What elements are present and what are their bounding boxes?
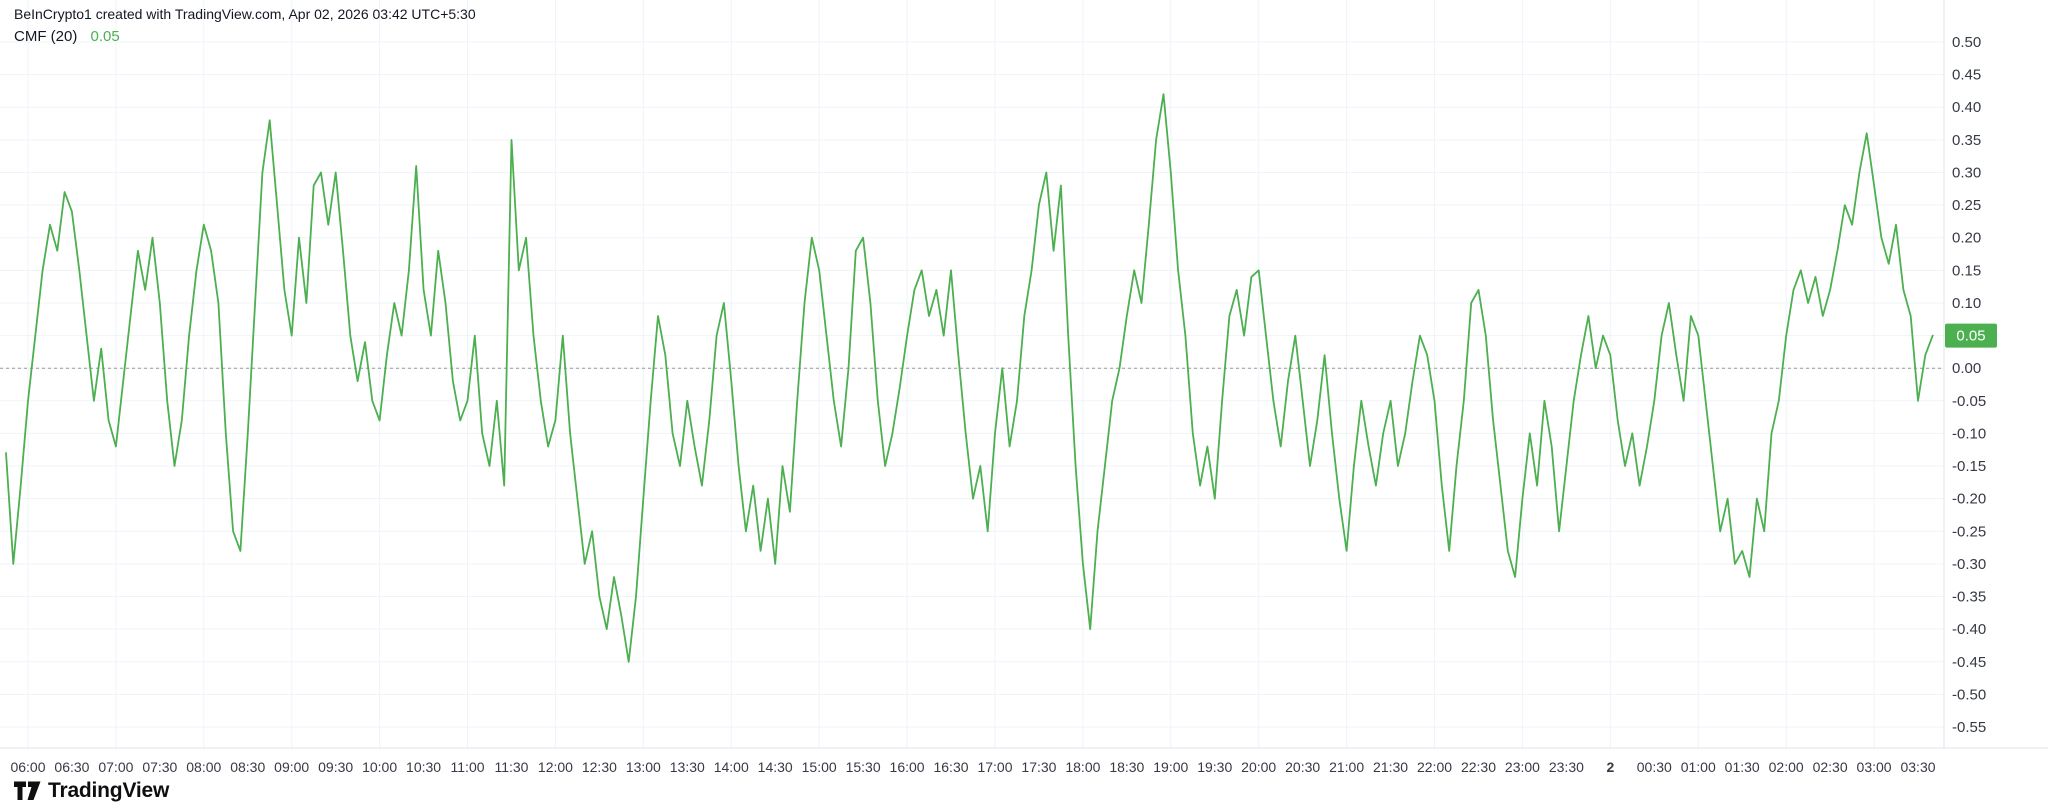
svg-text:18:00: 18:00 [1065, 759, 1100, 775]
svg-text:11:00: 11:00 [451, 759, 485, 775]
svg-text:19:30: 19:30 [1197, 759, 1232, 775]
svg-text:23:00: 23:00 [1505, 759, 1540, 775]
svg-text:07:00: 07:00 [98, 759, 133, 775]
svg-text:0.35: 0.35 [1952, 132, 1981, 149]
chart-attribution: BeInCrypto1 created with TradingView.com… [14, 6, 476, 22]
svg-text:09:30: 09:30 [318, 759, 353, 775]
svg-text:23:30: 23:30 [1549, 759, 1584, 775]
svg-text:15:30: 15:30 [846, 759, 881, 775]
svg-text:-0.05: -0.05 [1952, 393, 1986, 410]
svg-text:19:00: 19:00 [1153, 759, 1188, 775]
svg-text:12:00: 12:00 [538, 759, 573, 775]
svg-text:-0.10: -0.10 [1952, 425, 1986, 442]
svg-text:13:00: 13:00 [626, 759, 661, 775]
svg-text:-0.25: -0.25 [1952, 523, 1986, 540]
svg-text:-0.55: -0.55 [1952, 719, 1986, 736]
svg-text:-0.45: -0.45 [1952, 654, 1986, 671]
svg-text:02:00: 02:00 [1769, 759, 1804, 775]
svg-text:2: 2 [1606, 759, 1614, 775]
svg-text:0.40: 0.40 [1952, 99, 1981, 116]
tradingview-wordmark: TradingView [48, 779, 170, 802]
svg-text:22:00: 22:00 [1417, 759, 1452, 775]
svg-text:21:00: 21:00 [1329, 759, 1364, 775]
svg-text:09:00: 09:00 [274, 759, 309, 775]
svg-text:12:30: 12:30 [582, 759, 617, 775]
svg-text:03:00: 03:00 [1857, 759, 1892, 775]
svg-text:0.45: 0.45 [1952, 67, 1981, 84]
svg-text:08:00: 08:00 [186, 759, 221, 775]
svg-text:0.05: 0.05 [1956, 328, 1985, 345]
svg-text:10:00: 10:00 [362, 759, 397, 775]
svg-text:02:30: 02:30 [1813, 759, 1848, 775]
svg-text:0.50: 0.50 [1952, 34, 1981, 51]
svg-text:11:30: 11:30 [494, 759, 528, 775]
svg-text:-0.40: -0.40 [1952, 621, 1986, 638]
svg-text:-0.35: -0.35 [1952, 589, 1986, 606]
svg-text:13:30: 13:30 [670, 759, 705, 775]
svg-text:20:00: 20:00 [1241, 759, 1276, 775]
indicator-legend[interactable]: CMF (20) 0.05 [14, 28, 120, 45]
svg-text:0.10: 0.10 [1952, 295, 1981, 312]
svg-text:07:30: 07:30 [142, 759, 177, 775]
svg-text:14:30: 14:30 [758, 759, 793, 775]
svg-text:-0.20: -0.20 [1952, 491, 1986, 508]
svg-text:-0.50: -0.50 [1952, 686, 1986, 703]
svg-text:16:30: 16:30 [933, 759, 968, 775]
svg-text:15:00: 15:00 [802, 759, 837, 775]
svg-text:21:30: 21:30 [1373, 759, 1408, 775]
tradingview-logo-icon[interactable] [14, 780, 41, 802]
svg-text:01:00: 01:00 [1681, 759, 1716, 775]
svg-text:-0.30: -0.30 [1952, 556, 1986, 573]
svg-text:-0.15: -0.15 [1952, 458, 1986, 475]
indicator-value: 0.05 [90, 28, 120, 45]
svg-text:0.00: 0.00 [1952, 360, 1981, 377]
svg-text:0.25: 0.25 [1952, 197, 1981, 214]
svg-text:06:00: 06:00 [10, 759, 45, 775]
svg-text:0.20: 0.20 [1952, 230, 1981, 247]
svg-text:08:30: 08:30 [230, 759, 265, 775]
svg-text:22:30: 22:30 [1461, 759, 1496, 775]
svg-text:10:30: 10:30 [406, 759, 441, 775]
svg-text:20:30: 20:30 [1285, 759, 1320, 775]
svg-text:14:00: 14:00 [714, 759, 749, 775]
tradingview-branding[interactable]: TradingView [14, 779, 169, 803]
svg-text:01:30: 01:30 [1725, 759, 1760, 775]
indicator-label[interactable]: CMF (20) [14, 28, 78, 45]
svg-text:00:30: 00:30 [1637, 759, 1672, 775]
svg-text:16:00: 16:00 [890, 759, 925, 775]
svg-text:03:30: 03:30 [1900, 759, 1935, 775]
svg-text:17:00: 17:00 [977, 759, 1012, 775]
svg-text:18:30: 18:30 [1109, 759, 1144, 775]
svg-text:0.15: 0.15 [1952, 262, 1981, 279]
svg-text:06:30: 06:30 [54, 759, 89, 775]
svg-text:17:30: 17:30 [1021, 759, 1056, 775]
svg-text:0.30: 0.30 [1952, 164, 1981, 181]
